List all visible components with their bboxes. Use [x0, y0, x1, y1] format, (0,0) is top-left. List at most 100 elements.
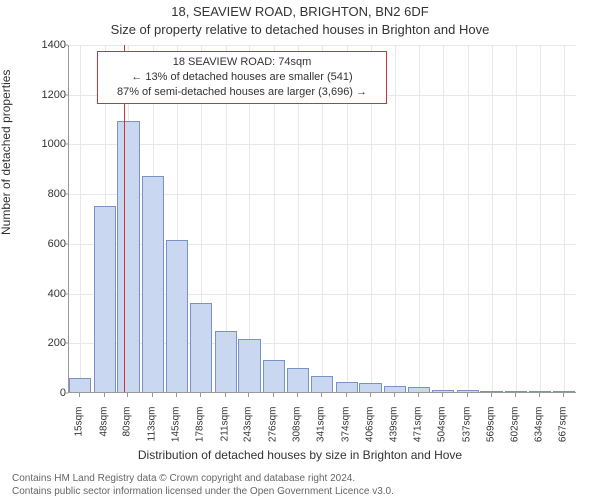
y-tick-mark	[64, 144, 68, 145]
x-tick-mark	[225, 393, 226, 397]
x-tick-mark	[346, 393, 347, 397]
x-tick-label: 145sqm	[170, 407, 181, 463]
footer-line2: Contains public sector information licen…	[12, 486, 588, 499]
y-tick-mark	[64, 194, 68, 195]
y-tick-label: 0	[18, 387, 66, 399]
histogram-bar	[287, 368, 309, 392]
chart-subtitle: Size of property relative to detached ho…	[0, 22, 600, 37]
y-tick-label: 1200	[18, 89, 66, 101]
histogram-bar	[215, 331, 237, 392]
x-tick-mark	[152, 393, 153, 397]
y-tick-label: 200	[18, 337, 66, 349]
x-tick-label: 537sqm	[461, 407, 472, 463]
x-tick-mark	[127, 393, 128, 397]
histogram-bar	[505, 391, 527, 392]
histogram-bar	[553, 391, 575, 392]
plot-area: 18 SEAVIEW ROAD: 74sqm ← 13% of detached…	[68, 45, 576, 393]
y-tick-label: 1000	[18, 138, 66, 150]
y-tick-mark	[64, 243, 68, 244]
y-tick-label: 800	[18, 188, 66, 200]
annotation-line2: ← 13% of detached houses are smaller (54…	[104, 70, 380, 85]
annotation-line3: 87% of semi-detached houses are larger (…	[104, 85, 380, 100]
histogram-bar	[311, 376, 333, 392]
histogram-bar	[166, 240, 188, 392]
gridline-v	[443, 45, 444, 392]
x-tick-label: 374sqm	[340, 407, 351, 463]
histogram-bar	[480, 391, 502, 392]
gridline-v	[540, 45, 541, 392]
histogram-bar	[263, 360, 285, 392]
x-tick-label: 406sqm	[364, 407, 375, 463]
x-tick-label: 569sqm	[485, 407, 496, 463]
y-tick-mark	[64, 343, 68, 344]
x-tick-mark	[248, 393, 249, 397]
y-tick-label: 600	[18, 238, 66, 250]
histogram-bar	[238, 339, 260, 392]
x-tick-label: 439sqm	[389, 407, 400, 463]
x-tick-mark	[200, 393, 201, 397]
gridline-v	[419, 45, 420, 392]
gridline-v	[395, 45, 396, 392]
histogram-bar	[432, 390, 454, 392]
footer-attribution: Contains HM Land Registry data © Crown c…	[12, 473, 588, 498]
gridline-v	[468, 45, 469, 392]
x-tick-mark	[467, 393, 468, 397]
y-tick-label: 400	[18, 288, 66, 300]
histogram-bar	[117, 121, 139, 392]
y-tick-mark	[64, 45, 68, 46]
histogram-bar	[529, 391, 551, 392]
gridline-v	[492, 45, 493, 392]
x-tick-label: 211sqm	[219, 407, 230, 463]
x-tick-mark	[418, 393, 419, 397]
x-tick-label: 178sqm	[195, 407, 206, 463]
x-tick-label: 667sqm	[558, 407, 569, 463]
histogram-bar	[94, 206, 116, 392]
histogram-bar	[142, 176, 164, 392]
x-tick-label: 602sqm	[510, 407, 521, 463]
x-tick-label: 471sqm	[412, 407, 423, 463]
histogram-bar	[359, 383, 381, 392]
x-tick-mark	[297, 393, 298, 397]
x-tick-label: 276sqm	[267, 407, 278, 463]
x-tick-mark	[442, 393, 443, 397]
histogram-bar	[69, 378, 91, 392]
x-tick-label: 15sqm	[74, 407, 85, 463]
x-tick-mark	[370, 393, 371, 397]
y-tick-mark	[64, 293, 68, 294]
x-tick-mark	[321, 393, 322, 397]
x-tick-mark	[563, 393, 564, 397]
gridline-v	[80, 45, 81, 392]
gridline-v	[564, 45, 565, 392]
y-tick-mark	[64, 393, 68, 394]
histogram-bar	[190, 303, 212, 392]
gridline-v	[516, 45, 517, 392]
x-tick-mark	[176, 393, 177, 397]
x-tick-label: 48sqm	[98, 407, 109, 463]
x-tick-mark	[104, 393, 105, 397]
x-tick-label: 308sqm	[291, 407, 302, 463]
annotation-box: 18 SEAVIEW ROAD: 74sqm ← 13% of detached…	[97, 51, 387, 104]
x-tick-label: 113sqm	[146, 407, 157, 463]
y-tick-mark	[64, 94, 68, 95]
x-tick-label: 80sqm	[122, 407, 133, 463]
x-tick-label: 504sqm	[437, 407, 448, 463]
y-tick-label: 1400	[18, 39, 66, 51]
x-tick-mark	[515, 393, 516, 397]
footer-line1: Contains HM Land Registry data © Crown c…	[12, 473, 588, 486]
x-tick-mark	[491, 393, 492, 397]
x-tick-label: 243sqm	[243, 407, 254, 463]
x-tick-mark	[394, 393, 395, 397]
histogram-bar	[336, 382, 358, 392]
annotation-line1: 18 SEAVIEW ROAD: 74sqm	[104, 55, 380, 70]
x-tick-mark	[539, 393, 540, 397]
histogram-bar	[408, 387, 430, 392]
histogram-bar	[384, 386, 406, 392]
y-axis-label: Number of detached properties	[0, 70, 13, 235]
histogram-bar	[457, 390, 479, 392]
x-tick-mark	[273, 393, 274, 397]
x-tick-label: 634sqm	[533, 407, 544, 463]
chart-title: 18, SEAVIEW ROAD, BRIGHTON, BN2 6DF	[0, 4, 600, 19]
chart-container: 18, SEAVIEW ROAD, BRIGHTON, BN2 6DF Size…	[0, 0, 600, 500]
x-tick-label: 341sqm	[316, 407, 327, 463]
x-tick-mark	[79, 393, 80, 397]
